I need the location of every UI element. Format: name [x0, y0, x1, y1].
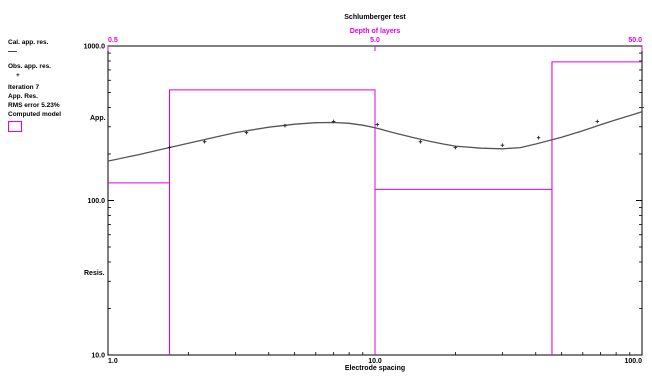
x-tick-label: 10.0 — [368, 358, 382, 365]
legend-observed-marker: + — [16, 72, 20, 79]
observed-point — [202, 139, 207, 144]
observed-point — [595, 119, 600, 124]
x-tick-label: 100.0 — [624, 358, 642, 365]
app-res-text: App. Res. — [8, 93, 38, 100]
observed-point — [536, 135, 541, 140]
top-axis-label: Depth of layers — [350, 28, 401, 35]
legend-panel: Cal. app. res. Obs. app. res. + Iteratio… — [8, 38, 100, 132]
legend-observed: Obs. app. res. — [8, 62, 100, 71]
top-axis-tick-label: 0.5 — [108, 37, 118, 44]
legend-observed-label: Obs. app. res. — [8, 63, 51, 70]
observed-point — [375, 122, 380, 127]
observed-point — [167, 145, 172, 150]
x-tick-label: 1.0 — [108, 358, 118, 365]
x-axis-label: Electrode spacing — [345, 365, 405, 372]
calculated-curve — [107, 111, 643, 162]
y-tick-label: 10.0 — [91, 353, 105, 360]
observed-point — [500, 143, 505, 147]
computed-model-label: Computed model — [8, 111, 62, 118]
observed-point — [640, 105, 644, 110]
y-axis-label-bottom: Resis. — [84, 270, 105, 277]
y-axis-label-top: App. — [90, 115, 106, 122]
y-tick-label: 100.0 — [87, 198, 105, 205]
legend-calculated-label: Cal. app. res. — [8, 39, 49, 46]
y-tick-label: 1000.0 — [84, 44, 106, 51]
observed-point — [331, 119, 336, 124]
iteration-text: Iteration 7 — [8, 84, 40, 91]
observed-point — [283, 123, 287, 128]
legend-calculated-line — [8, 47, 100, 56]
legend-calculated: Cal. app. res. — [8, 38, 100, 47]
computed-model-swatch — [8, 121, 22, 132]
top-axis-tick-label: 50.0 — [628, 37, 642, 44]
observed-point — [453, 145, 458, 150]
chart-title: Schlumberger test — [344, 14, 406, 21]
observed-point — [418, 139, 423, 144]
top-axis-tick-label: 5.0 — [370, 37, 380, 44]
observed-point — [244, 130, 249, 135]
rms-error-text: RMS error 5.23% — [8, 102, 60, 109]
